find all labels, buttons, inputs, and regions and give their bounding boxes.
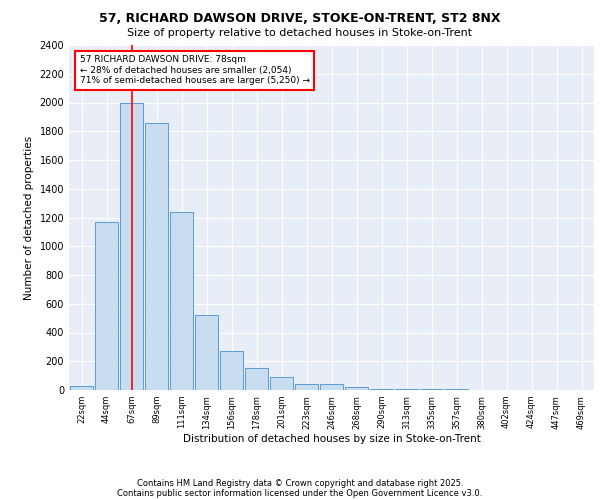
Bar [320, 384, 343, 390]
Bar [170, 212, 193, 390]
Bar [295, 384, 318, 390]
Bar [220, 351, 243, 390]
X-axis label: Distribution of detached houses by size in Stoke-on-Trent: Distribution of detached houses by size … [182, 434, 481, 444]
Bar [195, 316, 218, 390]
Bar [395, 389, 418, 390]
Bar [120, 102, 143, 390]
Text: Size of property relative to detached houses in Stoke-on-Trent: Size of property relative to detached ho… [127, 28, 473, 38]
Y-axis label: Number of detached properties: Number of detached properties [24, 136, 34, 300]
Text: 57, RICHARD DAWSON DRIVE, STOKE-ON-TRENT, ST2 8NX: 57, RICHARD DAWSON DRIVE, STOKE-ON-TRENT… [99, 12, 501, 26]
Bar [70, 386, 93, 390]
Bar [370, 388, 393, 390]
Bar [270, 377, 293, 390]
Bar [95, 222, 118, 390]
Text: 57 RICHARD DAWSON DRIVE: 78sqm
← 28% of detached houses are smaller (2,054)
71% : 57 RICHARD DAWSON DRIVE: 78sqm ← 28% of … [79, 56, 310, 85]
Bar [145, 122, 168, 390]
Bar [245, 368, 268, 390]
Text: Contains public sector information licensed under the Open Government Licence v3: Contains public sector information licen… [118, 488, 482, 498]
Bar [345, 387, 368, 390]
Text: Contains HM Land Registry data © Crown copyright and database right 2025.: Contains HM Land Registry data © Crown c… [137, 478, 463, 488]
